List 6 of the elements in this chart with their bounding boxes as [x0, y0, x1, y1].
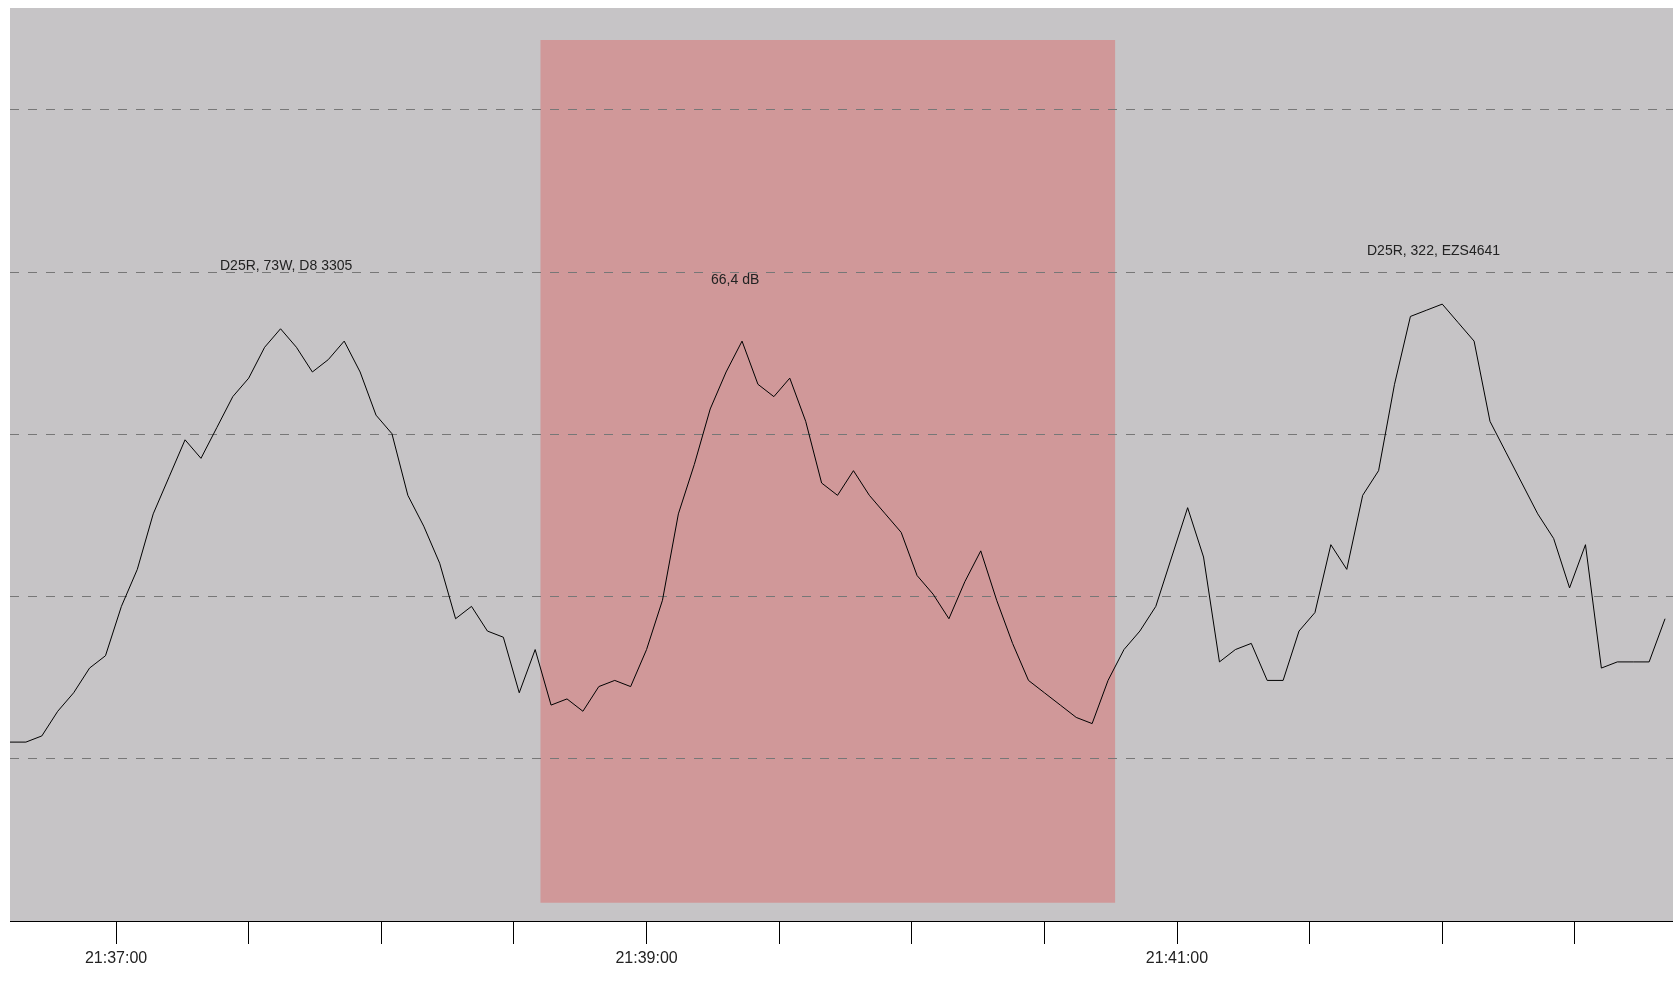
text: 66,4 dB	[711, 271, 760, 287]
text: D25R, 73W, D8 3305	[220, 257, 353, 273]
text: D25R, 322, EZS4641	[1367, 242, 1501, 258]
x-tick-label: 21:41:00	[1145, 949, 1209, 967]
x-tick-label: 21:39:00	[615, 949, 678, 967]
x-tick-label: 21:37:00	[84, 949, 148, 967]
